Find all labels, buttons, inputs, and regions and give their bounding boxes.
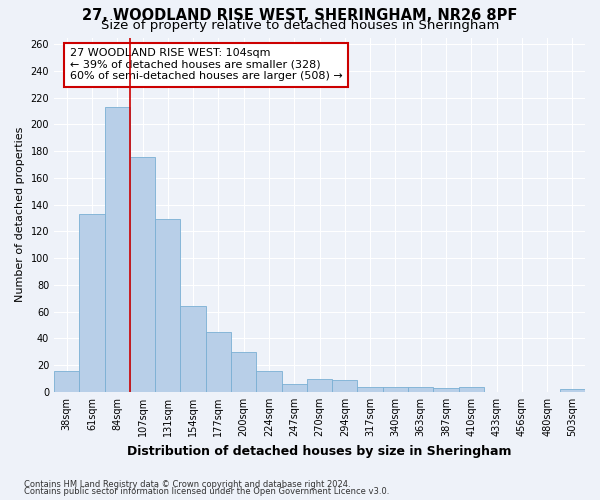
- Text: Size of property relative to detached houses in Sheringham: Size of property relative to detached ho…: [101, 18, 499, 32]
- Bar: [560, 390, 585, 392]
- Text: 27, WOODLAND RISE WEST, SHERINGHAM, NR26 8PF: 27, WOODLAND RISE WEST, SHERINGHAM, NR26…: [82, 8, 518, 22]
- Bar: [181, 306, 206, 392]
- Bar: [155, 220, 181, 392]
- X-axis label: Distribution of detached houses by size in Sheringham: Distribution of detached houses by size …: [127, 444, 512, 458]
- Bar: [104, 107, 130, 392]
- Bar: [433, 388, 458, 392]
- Bar: [130, 156, 155, 392]
- Bar: [54, 370, 79, 392]
- Text: Contains public sector information licensed under the Open Government Licence v3: Contains public sector information licen…: [24, 487, 389, 496]
- Bar: [231, 352, 256, 392]
- Bar: [307, 378, 332, 392]
- Bar: [206, 332, 231, 392]
- Bar: [408, 386, 433, 392]
- Text: Contains HM Land Registry data © Crown copyright and database right 2024.: Contains HM Land Registry data © Crown c…: [24, 480, 350, 489]
- Bar: [79, 214, 104, 392]
- Bar: [256, 370, 281, 392]
- Bar: [332, 380, 358, 392]
- Bar: [358, 386, 383, 392]
- Text: 27 WOODLAND RISE WEST: 104sqm
← 39% of detached houses are smaller (328)
60% of : 27 WOODLAND RISE WEST: 104sqm ← 39% of d…: [70, 48, 343, 82]
- Bar: [281, 384, 307, 392]
- Bar: [383, 386, 408, 392]
- Bar: [458, 386, 484, 392]
- Y-axis label: Number of detached properties: Number of detached properties: [15, 127, 25, 302]
